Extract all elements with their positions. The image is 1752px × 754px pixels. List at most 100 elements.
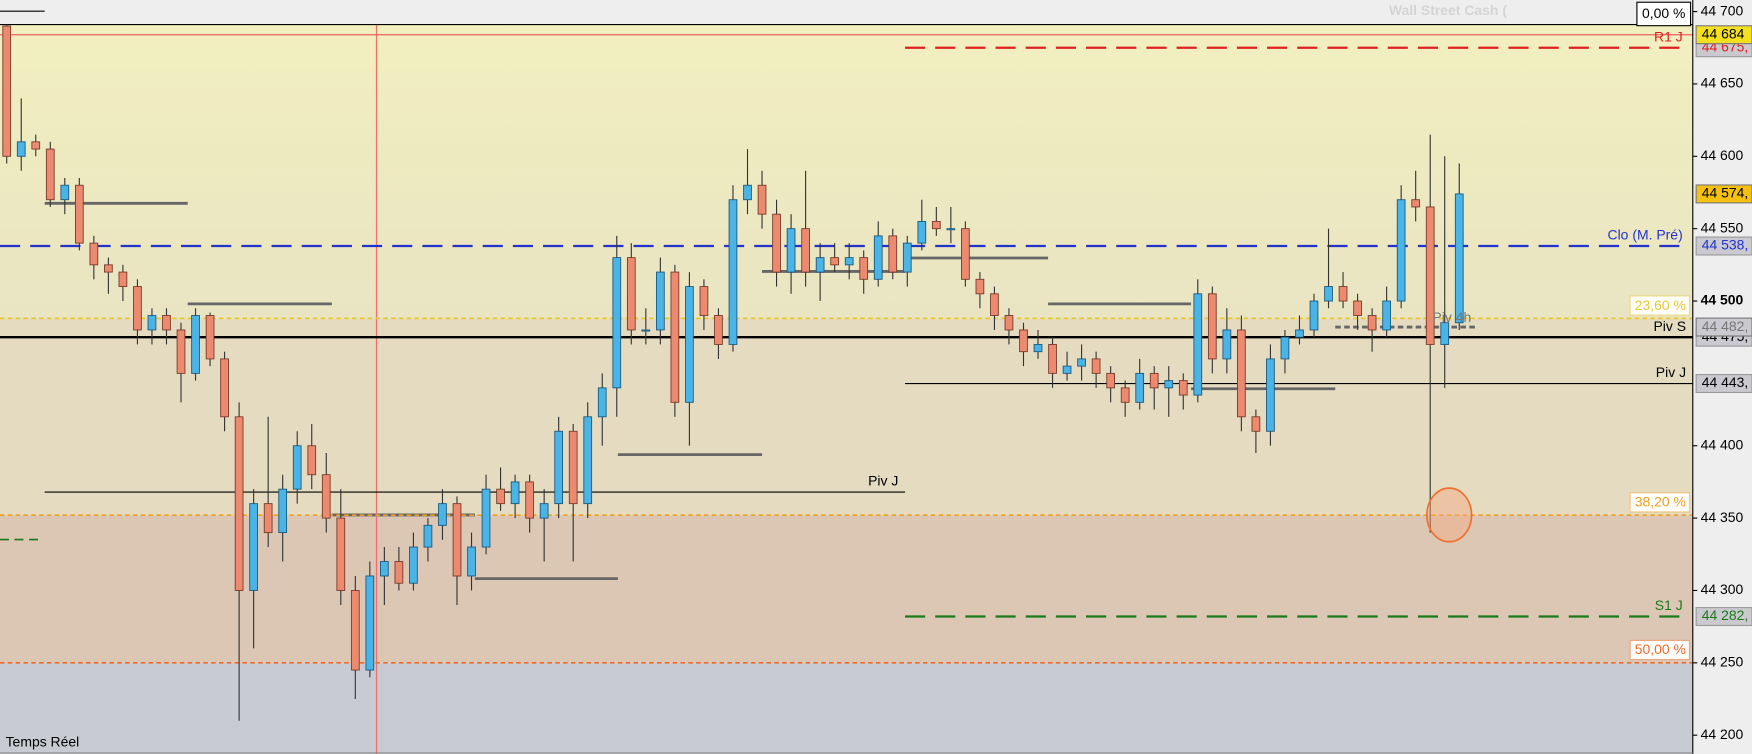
y-tick-label: 44 200 (1701, 726, 1744, 742)
y-tick-label: 44 500 (1701, 292, 1744, 308)
candle-body (946, 228, 956, 231)
top-strip (0, 0, 1693, 25)
price-tag (1695, 236, 1752, 256)
candle-body (757, 184, 767, 215)
candle-body (1164, 380, 1174, 389)
fib-label: 38,20 % (1635, 494, 1686, 510)
candle-body (1338, 286, 1348, 302)
level-name: Piv S (1653, 318, 1686, 334)
candle-body (597, 387, 607, 418)
candle-body (16, 141, 26, 157)
candle-body (394, 561, 404, 584)
candle-body (1091, 358, 1101, 374)
level-name: Piv J (868, 473, 898, 489)
candle-body (539, 503, 549, 519)
candle-body (292, 445, 302, 490)
candle-body (1135, 372, 1145, 403)
candle-body (961, 228, 970, 280)
price-tag-label: 44 282, (1702, 607, 1749, 623)
candle-body (1237, 329, 1246, 418)
candle-body (60, 184, 70, 201)
candle-body (728, 199, 738, 345)
candle-body (1411, 199, 1421, 208)
candle-body (714, 315, 723, 345)
price-tag (1695, 607, 1752, 627)
candle-body (786, 228, 796, 273)
candle-body (670, 271, 680, 403)
candle-body (220, 358, 229, 418)
candle-body (510, 481, 520, 505)
fib-label: 23,60 % (1635, 297, 1686, 313)
level-name: Piv J (1656, 364, 1686, 380)
candle-body (307, 445, 317, 476)
candle-body (583, 416, 593, 505)
candle-body (336, 517, 346, 591)
candle-body (133, 286, 142, 331)
candle-body (278, 488, 288, 534)
level-name: Clo (M. Pré) (1608, 227, 1683, 243)
candle-body (1062, 365, 1072, 374)
candle-body (685, 286, 694, 403)
chart-title: Wall Street Cash ( (1389, 2, 1507, 18)
change-label: 0,00 % (1642, 5, 1685, 21)
level-name: S1 J (1655, 597, 1683, 613)
candle-body (743, 184, 752, 201)
candle-body (176, 329, 186, 374)
candle-body (263, 503, 273, 534)
candle-body (162, 315, 171, 331)
candle-body (1454, 193, 1464, 324)
price-tag (1695, 374, 1752, 394)
candle-body (31, 141, 41, 150)
candle-body (1353, 300, 1362, 316)
candle-body (1178, 380, 1188, 396)
candle-body (568, 430, 578, 505)
candle-body (249, 503, 258, 591)
candle-body (801, 228, 810, 273)
candle-body (873, 235, 883, 280)
last-tag (1695, 184, 1752, 204)
candle-body (74, 184, 84, 244)
candle-body (699, 286, 709, 316)
levels (0, 34, 1693, 664)
candle-body (104, 264, 113, 273)
candle-body (452, 503, 462, 577)
candle-body (234, 416, 244, 591)
candle-body (626, 257, 636, 331)
candle-body (815, 257, 825, 273)
zone (0, 0, 1693, 319)
pivot-tag (1695, 317, 1752, 337)
candle-body (1251, 416, 1261, 432)
candle-body (554, 430, 564, 505)
candle-body (1033, 343, 1043, 353)
candle-body (321, 474, 331, 519)
y-tick-label: 44 700 (1701, 2, 1744, 18)
overlay: 23,60 % 38,20 % 50,00 % R1 J Clo (M. Pré) Piv… (868, 28, 1690, 661)
candle-body (844, 257, 854, 266)
y-tick-label: 44 550 (1701, 219, 1744, 235)
pivot-4h-name: Piv 4h (1432, 309, 1471, 325)
candle-body (205, 315, 215, 360)
candle-body (438, 503, 447, 526)
fib-box (1629, 639, 1690, 661)
fib-label: 50,00 % (1635, 641, 1686, 657)
candle-body (423, 524, 433, 548)
candle-body (481, 488, 491, 548)
candle-body (612, 257, 622, 389)
candles (2, 18, 1464, 721)
current-tag (1695, 25, 1752, 45)
current-tag-label: 44 684 (1702, 25, 1745, 41)
candle-body (859, 257, 869, 280)
candle-body (1382, 300, 1391, 331)
candle-body (1425, 206, 1435, 345)
candle-body (1048, 343, 1057, 374)
candle-body (641, 329, 651, 332)
candle-body (365, 575, 375, 671)
candle-body (1193, 293, 1203, 396)
candle-body (1324, 286, 1333, 302)
fib-box (1629, 492, 1690, 513)
candle-body (990, 293, 999, 316)
candle-body (409, 546, 418, 584)
zone (0, 318, 1693, 516)
candle-body (1266, 358, 1275, 432)
